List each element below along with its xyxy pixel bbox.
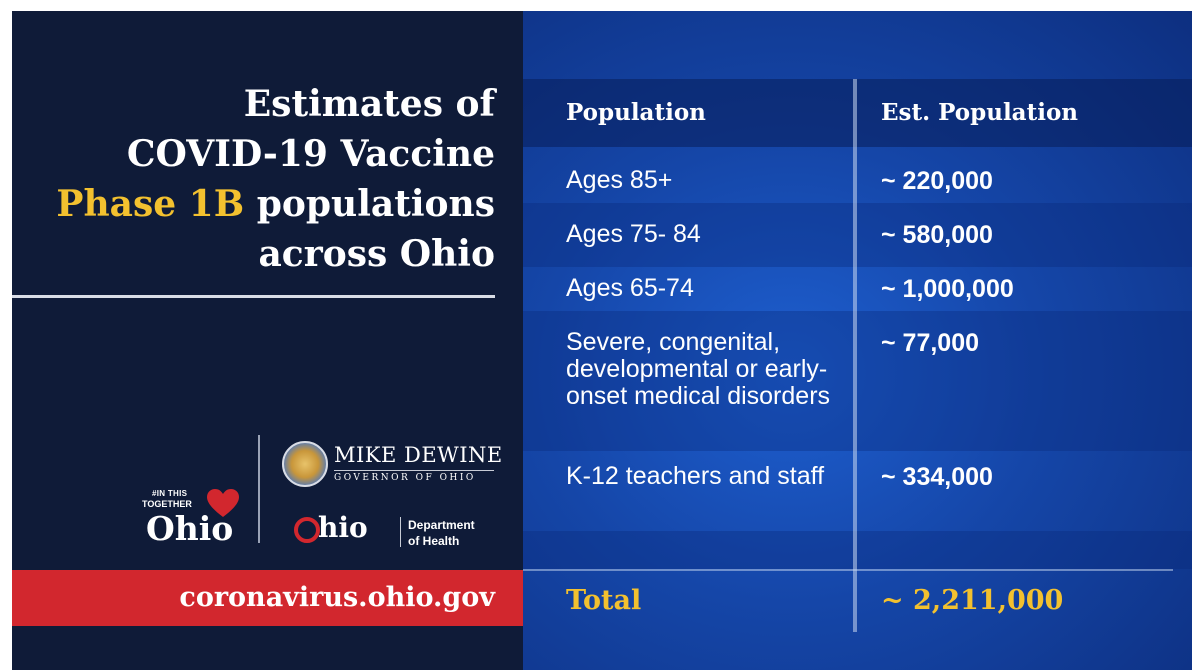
total-value: ~ 2,211,000: [881, 585, 1064, 616]
together-text: TOGETHER: [142, 499, 192, 509]
row-population: Ages 65-74: [566, 274, 694, 302]
odh-ohio-wordmark: hio: [318, 511, 368, 544]
ohio-seal-icon: [282, 441, 328, 487]
row-population: K-12 teachers and staff: [566, 462, 825, 490]
row-estimate: ~ 220,000: [881, 167, 993, 195]
row-estimate: ~ 77,000: [881, 329, 980, 357]
population-table: Population Est. Population Ages 85+ ~ 22…: [523, 11, 1192, 670]
row-estimate: ~ 580,000: [881, 221, 993, 249]
slide: Estimates of COVID-19 Vaccine Phase 1B p…: [12, 11, 1192, 670]
logo-block: #IN THIS TOGETHER Ohio MIKE DEWINE GOVER…: [112, 435, 512, 565]
row-estimate: ~ 334,000: [881, 463, 993, 491]
logo-divider: [258, 435, 260, 543]
row-population: Ages 85+: [566, 166, 673, 194]
row-estimate: ~ 1,000,000: [881, 275, 1014, 303]
title-line-2: COVID-19 Vaccine: [126, 133, 495, 175]
in-this-together-ohio-logo: #IN THIS TOGETHER Ohio: [130, 483, 240, 553]
odh-dept-line-1: Department: [408, 518, 475, 532]
governor-title: GOVERNOR OF OHIO: [334, 473, 476, 483]
odh-o-icon: [294, 517, 320, 543]
title-line-1: Estimates of: [243, 83, 495, 125]
row-band: [523, 203, 1192, 267]
title-line-3: Phase 1B populations: [25, 179, 495, 229]
column-divider: [853, 79, 857, 632]
odh-department-label: Department of Health: [408, 517, 475, 549]
governor-name: MIKE DEWINE: [334, 443, 503, 467]
odh-dept-line-2: of Health: [408, 534, 460, 548]
row-population: Ages 75- 84: [566, 220, 701, 248]
left-panel: Estimates of COVID-19 Vaccine Phase 1B p…: [12, 11, 523, 670]
together-small-text: #IN THIS: [152, 489, 188, 498]
header-population: Population: [566, 99, 706, 126]
header-est-population: Est. Population: [881, 99, 1079, 126]
website-url: coronavirus.ohio.gov: [179, 582, 495, 613]
total-label: Total: [566, 585, 642, 616]
together-ohio-wordmark: Ohio: [146, 509, 234, 548]
row-population: Severe, congenital, developmental or ear…: [566, 328, 831, 410]
governor-rule: [334, 470, 494, 471]
title-divider: [12, 295, 495, 298]
row-band: [523, 531, 1192, 569]
title-line-3-rest: populations: [244, 183, 495, 225]
slide-title: Estimates of COVID-19 Vaccine Phase 1B p…: [25, 79, 495, 279]
heart-icon: [207, 489, 239, 517]
total-divider: [523, 569, 1173, 571]
table-header-band: [523, 79, 1192, 147]
title-highlight: Phase 1B: [56, 183, 245, 225]
odh-divider: [400, 517, 401, 547]
row-band: [523, 311, 1192, 451]
right-panel: Population Est. Population Ages 85+ ~ 22…: [523, 11, 1192, 670]
title-line-4: across Ohio: [258, 233, 495, 275]
url-banner: coronavirus.ohio.gov: [12, 570, 523, 626]
